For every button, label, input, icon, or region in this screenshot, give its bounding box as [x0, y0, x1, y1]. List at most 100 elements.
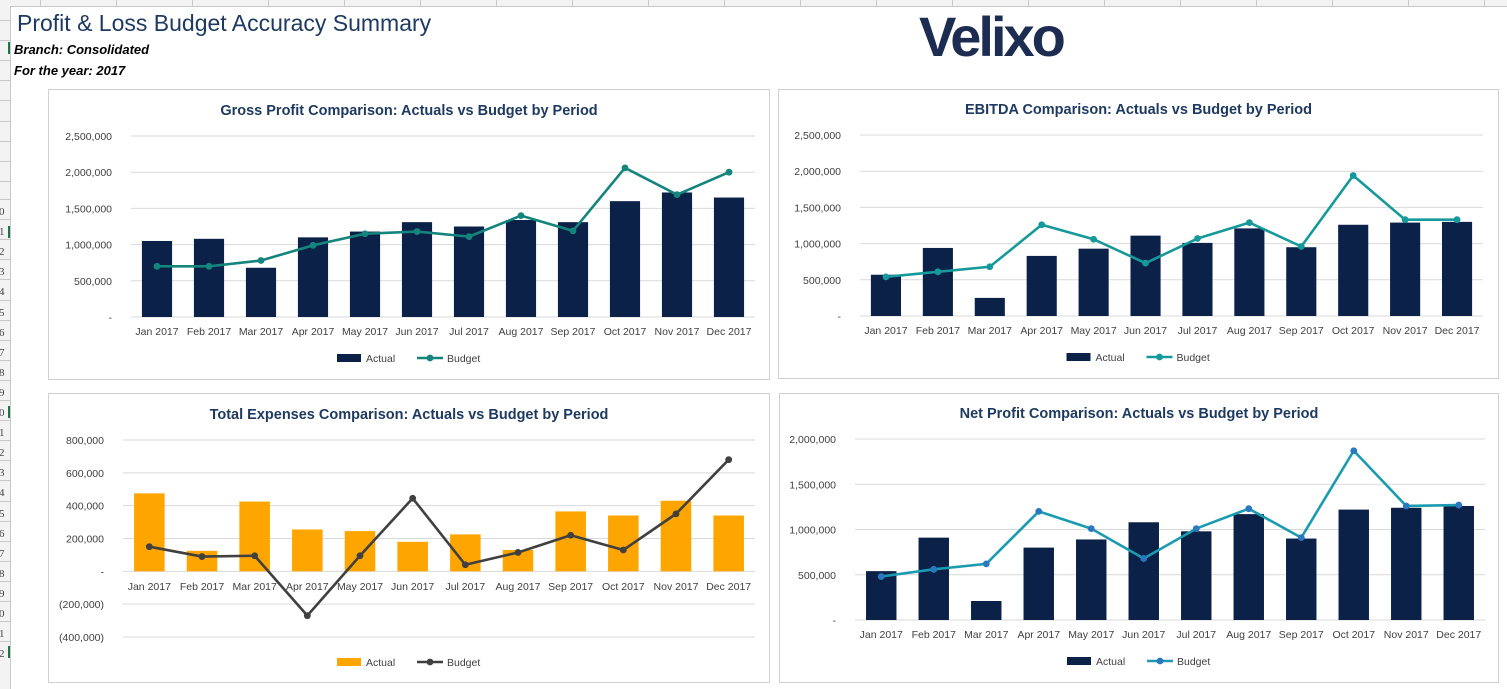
row-number[interactable]: 2 — [0, 648, 5, 661]
bar-ebitda-9 — [1286, 247, 1317, 316]
row-number[interactable]: 2 — [0, 447, 5, 460]
row-number[interactable]: 3 — [0, 266, 5, 279]
x-tick-label: Aug 2017 — [499, 326, 544, 338]
chart-title: Gross Profit Comparison: Actuals vs Budg… — [220, 103, 597, 119]
row-number[interactable]: 7 — [0, 346, 5, 359]
x-tick-label: Oct 2017 — [1332, 629, 1375, 641]
budget-point-gross-profit-6 — [413, 228, 421, 235]
row-number[interactable]: 2 — [0, 246, 5, 259]
gross-profit-chart-svg: Gross Profit Comparison: Actuals vs Budg… — [65, 103, 755, 365]
legend-marker-budget — [426, 658, 434, 666]
legend-swatch-actual — [1067, 657, 1091, 665]
budget-point-net-profit-11 — [1402, 502, 1410, 510]
budget-point-ebitda-3 — [986, 263, 994, 271]
budget-point-net-profit-1 — [877, 573, 885, 580]
budget-point-gross-profit-4 — [309, 241, 317, 249]
row-number[interactable]: 6 — [0, 527, 5, 540]
row-number[interactable]: 6 — [0, 326, 5, 339]
x-tick-label: Dec 2017 — [707, 326, 752, 338]
y-tick-label: 1,000,000 — [789, 525, 836, 537]
row-number[interactable]: 4 — [0, 487, 5, 500]
gross-profit-chart[interactable]: Gross Profit Comparison: Actuals vs Budg… — [48, 89, 770, 380]
bar-net-profit-10 — [1338, 509, 1369, 620]
x-tick-label: Jan 2017 — [864, 325, 907, 337]
bar-gross-profit-7 — [453, 226, 485, 317]
budget-point-net-profit-6 — [1140, 555, 1148, 562]
y-tick-label: 2,000,000 — [65, 167, 112, 179]
budget-point-net-profit-7 — [1192, 525, 1200, 532]
row-header-divider — [0, 279, 10, 281]
bar-ebitda-3 — [974, 297, 1005, 316]
x-tick-label: Nov 2017 — [1383, 325, 1428, 337]
y-tick-label: 1,500,000 — [65, 203, 112, 215]
row-number[interactable]: 0 — [0, 206, 5, 218]
x-tick-label: Aug 2017 — [1226, 629, 1271, 641]
bar-net-profit-11 — [1391, 507, 1422, 620]
budget-point-total-expenses-4 — [303, 612, 311, 620]
row-number[interactable]: 9 — [0, 587, 5, 600]
row-number[interactable]: 0 — [0, 608, 5, 620]
row-number[interactable]: 1 — [0, 628, 5, 641]
bar-gross-profit-8 — [505, 219, 537, 317]
bar-total-expenses-9 — [555, 511, 586, 572]
bar-gross-profit-10 — [609, 201, 641, 317]
legend-label-actual: Actual — [366, 657, 395, 669]
row-number[interactable]: 5 — [0, 507, 5, 520]
bar-ebitda-11 — [1390, 222, 1421, 316]
net-profit-chart[interactable]: Net Profit Comparison: Actuals vs Budget… — [779, 393, 1499, 683]
x-tick-label: May 2017 — [337, 581, 383, 593]
budget-line-gross-profit — [157, 166, 730, 268]
x-tick-label: Aug 2017 — [496, 581, 541, 593]
x-tick-label: Mar 2017 — [968, 325, 1013, 337]
y-tick-label: - — [109, 312, 113, 324]
row-number[interactable]: 1 — [0, 427, 5, 440]
x-tick-label: Dec 2017 — [706, 581, 751, 593]
row-header-divider — [0, 400, 10, 401]
x-tick-label: May 2017 — [1071, 325, 1117, 337]
bar-ebitda-7 — [1182, 242, 1213, 316]
x-tick-label: Sep 2017 — [551, 326, 596, 338]
budget-point-ebitda-4 — [1038, 221, 1046, 229]
row-number[interactable]: 8 — [0, 567, 5, 580]
row-number[interactable]: 9 — [0, 386, 5, 399]
row-number[interactable]: 7 — [0, 547, 5, 560]
bar-total-expenses-3 — [239, 501, 270, 572]
budget-point-total-expenses-2 — [198, 553, 206, 560]
bar-gross-profit-3 — [245, 267, 277, 317]
y-tick-label: 1,500,000 — [794, 202, 841, 214]
ebitda-chart[interactable]: EBITDA Comparison: Actuals vs Budget by … — [778, 89, 1499, 379]
column-header-divider — [1408, 0, 1409, 6]
x-tick-label: Jun 2017 — [395, 326, 438, 338]
row-number[interactable]: 4 — [0, 286, 5, 299]
row-header-divider — [0, 460, 10, 462]
y-tick-label: 1,500,000 — [789, 479, 836, 491]
chart-title: Total Expenses Comparison: Actuals vs Bu… — [210, 407, 609, 423]
budget-line-total-expenses — [149, 458, 730, 617]
y-tick-label: - — [838, 311, 842, 323]
row-header-divider — [0, 339, 10, 341]
row-header-divider — [0, 601, 10, 602]
column-header-divider — [1180, 0, 1181, 6]
budget-point-net-profit-5 — [1087, 525, 1095, 532]
column-header-divider — [1256, 0, 1257, 6]
x-tick-label: Feb 2017 — [916, 325, 961, 337]
bar-net-profit-4 — [1023, 547, 1054, 620]
row-number[interactable]: 5 — [0, 306, 5, 319]
x-tick-label: Apr 2017 — [1020, 325, 1063, 337]
row-number[interactable]: 0 — [0, 407, 5, 419]
x-tick-label: May 2017 — [342, 326, 388, 338]
column-header-divider — [40, 0, 41, 6]
row-number[interactable]: 8 — [0, 366, 5, 379]
x-tick-label: Sep 2017 — [1279, 629, 1324, 641]
year-label: For the year: 2017 — [14, 63, 126, 78]
row-header-divider — [0, 20, 10, 21]
budget-point-ebitda-7 — [1194, 235, 1201, 242]
row-number[interactable]: 3 — [0, 467, 5, 480]
budget-point-gross-profit-3 — [257, 257, 265, 264]
total-expenses-chart[interactable]: Total Expenses Comparison: Actuals vs Bu… — [48, 393, 770, 683]
x-tick-label: Jun 2017 — [391, 581, 434, 593]
column-header-divider — [420, 0, 421, 6]
x-tick-label: Dec 2017 — [1436, 629, 1481, 641]
row-number[interactable]: 1 — [0, 226, 5, 239]
column-header-divider — [496, 0, 497, 6]
